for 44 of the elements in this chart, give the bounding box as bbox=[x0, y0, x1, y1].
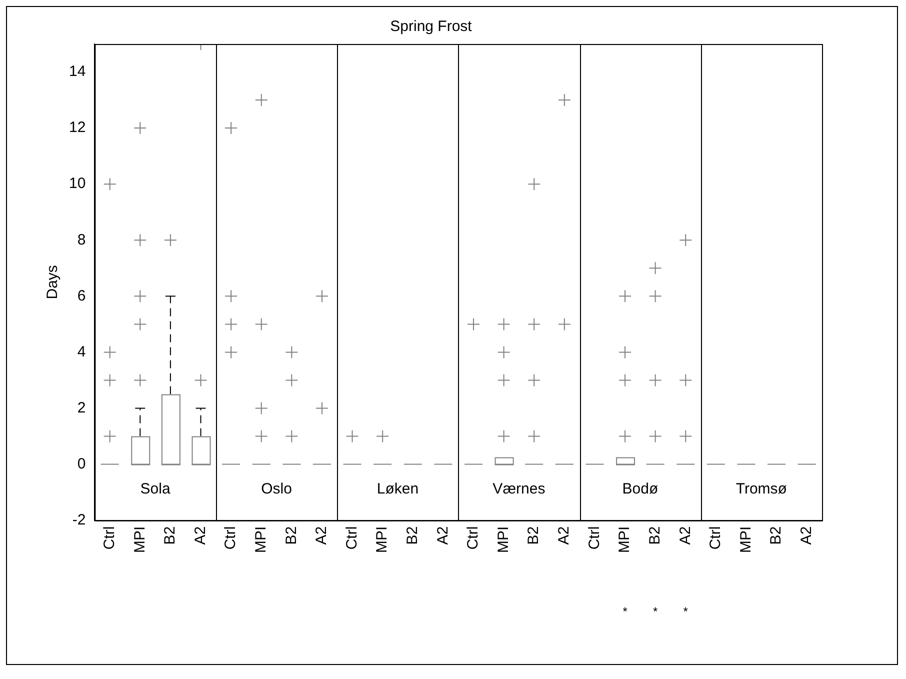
annotation: Bodø bbox=[622, 480, 658, 498]
x-tick-label: Ctrl bbox=[222, 526, 240, 550]
y-tick-label: 2 bbox=[77, 399, 86, 416]
y-tick-label: -2 bbox=[72, 511, 86, 528]
y-tick-label: 10 bbox=[68, 175, 86, 192]
x-tick-label: A2 bbox=[798, 526, 815, 545]
chart-title: Spring Frost bbox=[390, 18, 473, 36]
x-tick-label: A2 bbox=[676, 526, 694, 545]
x-tick-label: A2 bbox=[434, 526, 452, 545]
x-tick-label: B2 bbox=[404, 526, 422, 545]
x-tick-label: MPI bbox=[252, 526, 270, 554]
x-tick-label: B2 bbox=[282, 526, 300, 545]
text: * bbox=[652, 604, 658, 619]
x-tick-label: Ctrl bbox=[464, 526, 482, 550]
x-tick-label: A2 bbox=[313, 526, 330, 545]
text: * bbox=[683, 604, 688, 619]
y-tick-label: 6 bbox=[77, 287, 86, 304]
x-tick-label: A2 bbox=[556, 526, 573, 545]
annotation: Tromsø bbox=[736, 480, 787, 498]
x-tick-label: Ctrl bbox=[343, 526, 360, 550]
x-tick-label: MPI bbox=[131, 526, 148, 554]
x-tick-label: Ctrl bbox=[100, 526, 118, 550]
y-axis-title: Days bbox=[44, 265, 62, 300]
x-tick-label: B2 bbox=[768, 526, 785, 545]
x-tick-label: B2 bbox=[162, 526, 179, 545]
x-tick-label: MPI bbox=[494, 526, 512, 554]
text: * bbox=[622, 604, 628, 619]
y-tick-label: 8 bbox=[77, 231, 86, 248]
x-tick-label: MPI bbox=[737, 526, 754, 554]
x-tick-label: Ctrl bbox=[586, 526, 603, 550]
y-tick-label: 4 bbox=[77, 343, 86, 360]
annotation: Sola bbox=[140, 480, 171, 498]
x-tick-label: B2 bbox=[646, 526, 664, 545]
x-tick-label: B2 bbox=[525, 526, 542, 545]
x-tick-label: Ctrl bbox=[707, 526, 724, 550]
annotation: Værnes bbox=[492, 480, 546, 498]
x-tick-label: A2 bbox=[192, 526, 209, 545]
y-tick-label: 0 bbox=[77, 455, 86, 472]
x-tick-label: MPI bbox=[374, 526, 391, 554]
y-tick-label: 14 bbox=[68, 63, 86, 80]
x-tick-label: MPI bbox=[616, 526, 634, 554]
y-tick-label: 12 bbox=[68, 119, 86, 136]
annotation: Løken bbox=[376, 480, 419, 498]
annotation: Oslo bbox=[261, 480, 292, 498]
